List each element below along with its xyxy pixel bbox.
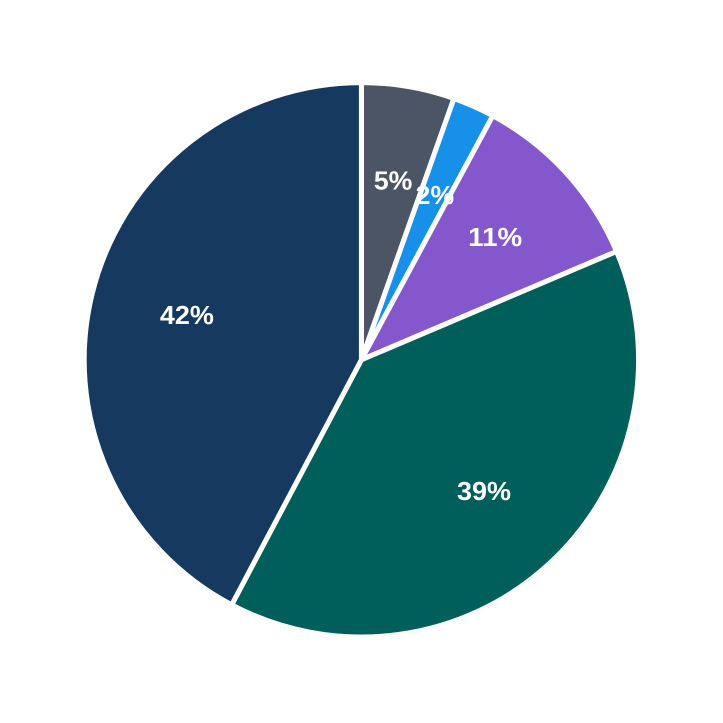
svg-text:2%: 2% xyxy=(416,182,455,210)
svg-text:39%: 39% xyxy=(457,478,511,506)
svg-text:5%: 5% xyxy=(374,168,413,196)
svg-text:42%: 42% xyxy=(160,302,214,330)
svg-text:11%: 11% xyxy=(468,224,522,252)
